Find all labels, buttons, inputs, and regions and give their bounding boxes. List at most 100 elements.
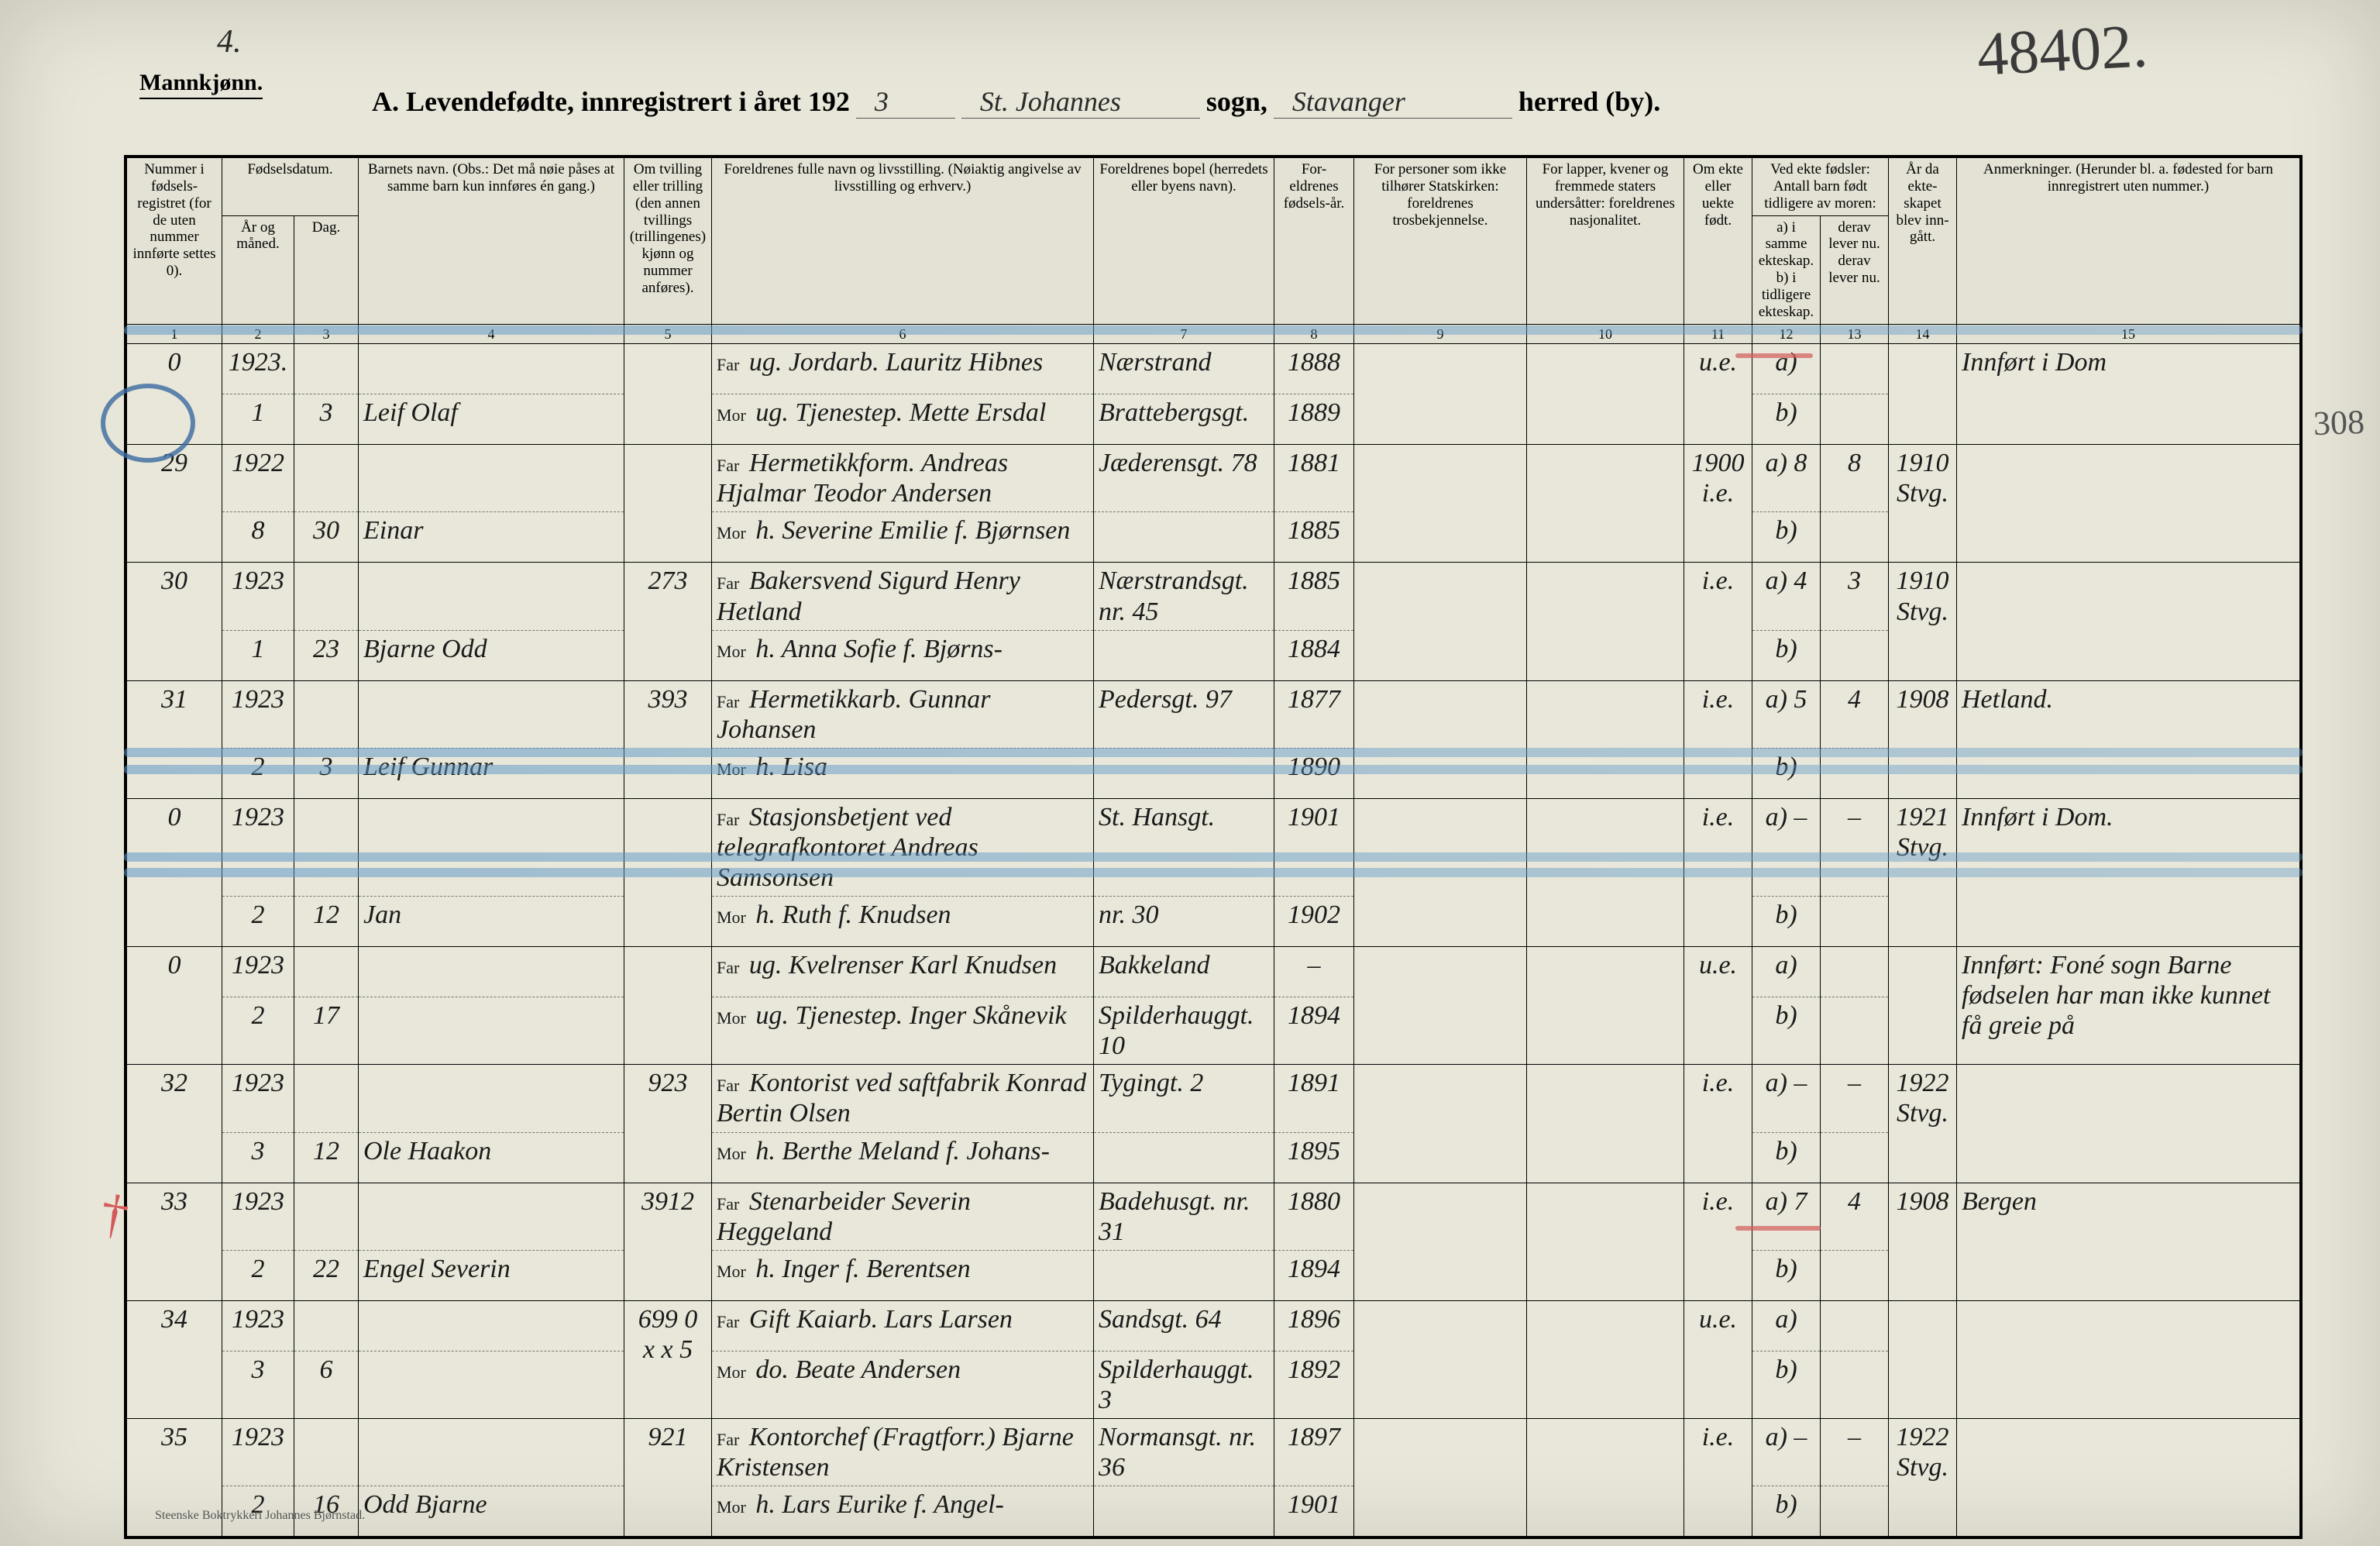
table-row: 341923699 0 x x 5Far Gift Kaiarb. Lars L… xyxy=(126,1300,2301,1351)
table-row: 301923273Far Bakersvend Sigurd Henry Het… xyxy=(126,563,2301,630)
title-herred-label: herred (by). xyxy=(1518,85,1660,118)
cell xyxy=(1889,1300,1957,1418)
cell: – xyxy=(1821,1418,1889,1486)
cell: 3 xyxy=(294,394,359,445)
cell: Pedersgt. 97 xyxy=(1094,680,1274,748)
cell: 3 xyxy=(222,1132,294,1183)
cell: Spilderhauggt. 3 xyxy=(1094,1351,1274,1418)
cell: Leif Olaf xyxy=(359,394,624,445)
blue-strike-line xyxy=(124,765,2303,774)
cell: b) xyxy=(1752,1132,1821,1183)
cell: 921 xyxy=(624,1418,712,1537)
table-row: 3319233912Far Stenarbeider Severin Hegge… xyxy=(126,1183,2301,1250)
cell xyxy=(1821,997,1889,1065)
cell: 22 xyxy=(294,1250,359,1300)
cell xyxy=(1821,1250,1889,1300)
cell xyxy=(1094,1250,1274,1300)
cell xyxy=(359,680,624,748)
table-row: 351923921Far Kontorchef (Fragtforr.) Bja… xyxy=(126,1418,2301,1486)
cell: b) xyxy=(1752,512,1821,563)
cell xyxy=(1527,1065,1684,1183)
hdr-c7: Foreldrenes bopel (herredets eller byens… xyxy=(1094,157,1274,324)
cell xyxy=(1527,1418,1684,1537)
cell xyxy=(359,563,624,630)
cell xyxy=(1354,947,1527,1065)
topright-scribble: 48402. xyxy=(1976,11,2149,90)
cell: Innført: Foné sogn Barne fødselen har ma… xyxy=(1957,947,2302,1065)
cell: 1923 xyxy=(222,1300,294,1351)
cell xyxy=(359,1418,624,1486)
cell xyxy=(294,1065,359,1132)
cell: Far Hermetikkarb. Gunnar Johansen xyxy=(712,680,1094,748)
cell: 1885 xyxy=(1274,512,1354,563)
cell: Mor h. Ruth f. Knudsen xyxy=(712,897,1094,947)
cell: a) xyxy=(1752,1300,1821,1351)
blue-circle-annotation xyxy=(101,384,195,463)
page-number: 4. xyxy=(217,23,242,60)
cell: i.e. xyxy=(1684,1418,1752,1537)
hdr-c11: Om ekte eller uekte født. xyxy=(1684,157,1752,324)
cell xyxy=(1354,1418,1527,1537)
cell: 1923 xyxy=(222,1065,294,1132)
cell: b) xyxy=(1752,630,1821,680)
hdr-c4: Barnets navn. (Obs.: Det må nøie påses a… xyxy=(359,157,624,324)
cell: 2 xyxy=(222,1250,294,1300)
cell: Bakkeland xyxy=(1094,947,1274,997)
red-underline xyxy=(1735,1226,1821,1231)
cell: Ole Haakon xyxy=(359,1132,624,1183)
cell: 2 xyxy=(222,997,294,1065)
cell: 1888 xyxy=(1274,344,1354,394)
cell: Einar xyxy=(359,512,624,563)
cell: b) xyxy=(1752,1351,1821,1418)
hdr-c14: År da ekte-skapet blev inn-gått. xyxy=(1889,157,1957,324)
cell: Far Stasjonsbetjent ved telegrafkontoret… xyxy=(712,798,1094,896)
cell: Nærstrand xyxy=(1094,344,1274,394)
cell: Hetland. xyxy=(1957,680,2302,798)
cell xyxy=(359,445,624,512)
cell: a) – xyxy=(1752,1065,1821,1132)
cell: 1897 xyxy=(1274,1418,1354,1486)
cell: 1922 Stvg. xyxy=(1889,1418,1957,1537)
margin-side-number: 308 xyxy=(2313,402,2365,443)
cell xyxy=(294,1183,359,1250)
cell: b) xyxy=(1752,897,1821,947)
cell: i.e. xyxy=(1684,680,1752,798)
cell: Far Bakersvend Sigurd Henry Hetland xyxy=(712,563,1094,630)
cell: 1896 xyxy=(1274,1300,1354,1351)
cell: 1923. xyxy=(222,344,294,394)
cell: Mor h. Severine Emilie f. Bjørnsen xyxy=(712,512,1094,563)
cell xyxy=(1094,1132,1274,1183)
cell xyxy=(1821,1351,1889,1418)
cell xyxy=(1957,563,2302,680)
cell: Far Hermetikkform. Andreas Hjalmar Teodo… xyxy=(712,445,1094,512)
table-row: 291922Far Hermetikkform. Andreas Hjalmar… xyxy=(126,445,2301,512)
cell: a) – xyxy=(1752,798,1821,896)
cell xyxy=(359,798,624,896)
cell: – xyxy=(1821,1065,1889,1132)
cell: 1885 xyxy=(1274,563,1354,630)
cell: a) 7 xyxy=(1752,1183,1821,1250)
cell: 1894 xyxy=(1274,997,1354,1065)
cell: a) xyxy=(1752,344,1821,394)
hdr-c8: For-eldrenes fødsels-år. xyxy=(1274,157,1354,324)
cell xyxy=(359,1300,624,1351)
cell xyxy=(294,1418,359,1486)
table-body: 01923.Far ug. Jordarb. Lauritz HibnesNær… xyxy=(126,344,2301,1537)
cell: Badehusgt. nr. 31 xyxy=(1094,1183,1274,1250)
cell: Odd Bjarne xyxy=(359,1486,624,1538)
cell xyxy=(1527,947,1684,1065)
cell: 923 xyxy=(624,1065,712,1183)
cell: 2 xyxy=(222,897,294,947)
cell xyxy=(624,445,712,563)
cell: a) 5 xyxy=(1752,680,1821,748)
hdr-c6: Foreldrenes fulle navn og livsstilling. … xyxy=(712,157,1094,324)
cell: i.e. xyxy=(1684,1183,1752,1300)
cell: 1891 xyxy=(1274,1065,1354,1132)
hdr-c2-top: Fødselsdatum. xyxy=(222,157,359,215)
cell xyxy=(1527,563,1684,680)
gender-label: Mannkjønn. xyxy=(139,70,263,99)
cell: Nærstrandsgt. nr. 45 xyxy=(1094,563,1274,630)
title-herred-value: Stavanger xyxy=(1274,85,1512,119)
cell: b) xyxy=(1752,997,1821,1065)
cell: Far Stenarbeider Severin Heggeland xyxy=(712,1183,1094,1250)
